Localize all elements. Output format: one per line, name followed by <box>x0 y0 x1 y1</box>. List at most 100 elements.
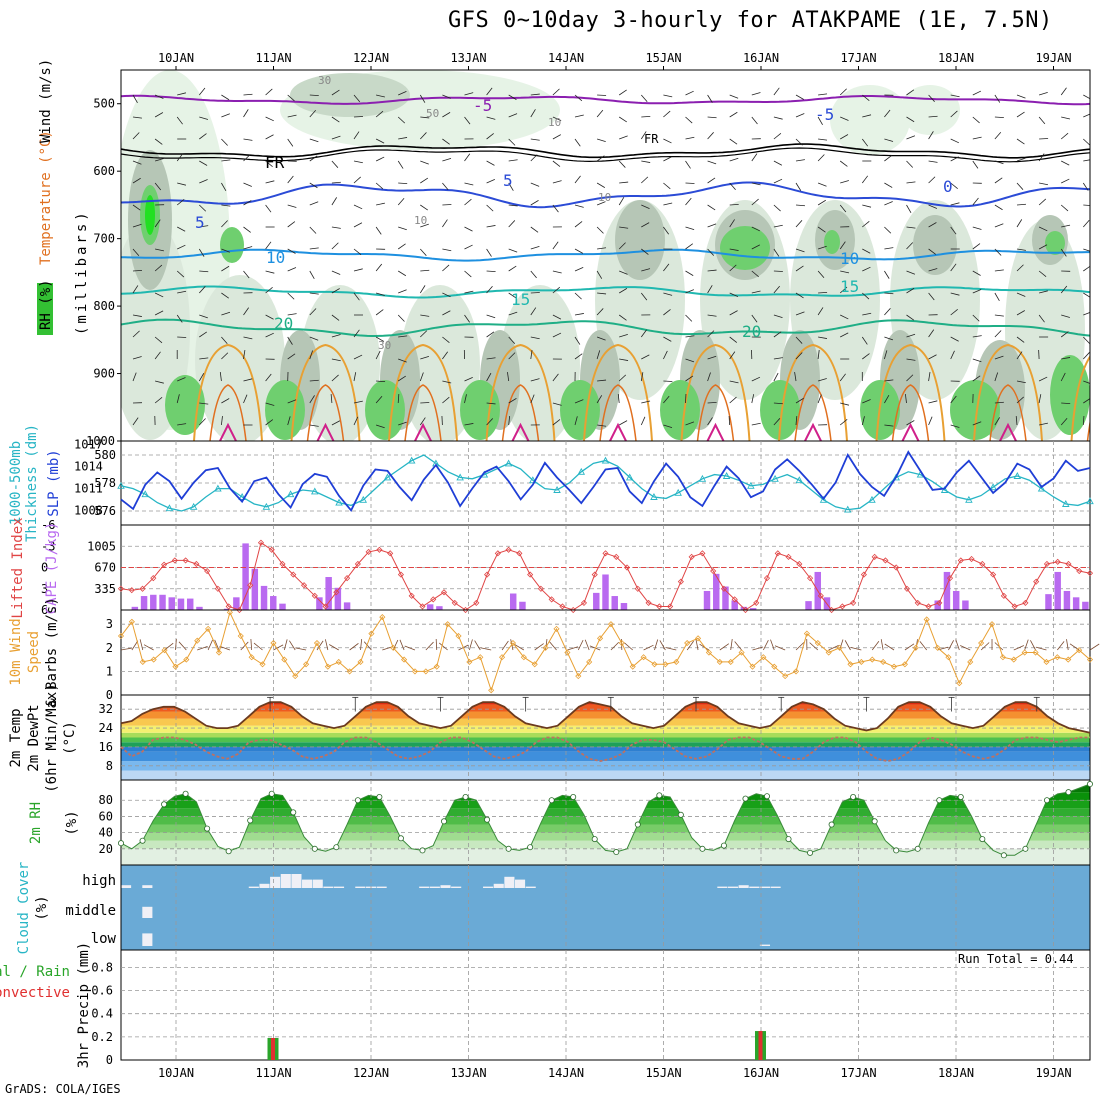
wind-barb-35-10 <box>906 314 915 321</box>
wind-barb-16-8 <box>486 270 496 273</box>
rh-point-40 <box>548 797 555 804</box>
wind-barb-2-5 <box>176 199 185 206</box>
wind-barb-22-8 <box>619 270 628 275</box>
cape-bar-101 <box>1054 571 1061 610</box>
wind-barb-1-0 <box>154 94 164 99</box>
li-point-68 <box>850 599 857 606</box>
wind-barb-23-12 <box>641 354 650 360</box>
wind10-barb-29 <box>435 638 438 651</box>
rh-point-62 <box>785 836 792 843</box>
wind-barb-5-13 <box>243 378 253 382</box>
wind-barb-25-5 <box>685 197 692 206</box>
wind10-barb-56 <box>730 639 733 651</box>
wind-barb-8-8 <box>309 270 315 279</box>
cloud-high-60 <box>759 886 771 888</box>
li-ytick-4: 6 <box>41 603 48 617</box>
wind-barb-43-4 <box>1082 182 1089 191</box>
hot-arch-4 <box>609 422 627 441</box>
wind10-barb-23 <box>363 641 372 651</box>
wind-barb-42-13 <box>1060 372 1066 382</box>
warm-arch-inner-8 <box>989 384 1027 441</box>
wind10-point-15 <box>281 656 288 663</box>
wind-barb-14-10 <box>442 310 451 316</box>
wind-barb-26-11 <box>707 330 715 338</box>
wind-barb-33-0 <box>862 94 870 101</box>
temp-ytick-0: 32 <box>99 702 113 716</box>
li-point-66 <box>828 606 835 614</box>
cloud-low-60 <box>759 944 771 946</box>
thickness-point-72 <box>989 483 997 491</box>
wind-barb-0-11 <box>132 330 140 338</box>
wind-barb-33-1 <box>862 114 872 118</box>
temperature-axis-label: Temperature (°C) <box>38 130 54 265</box>
wind10-point-4 <box>161 647 168 654</box>
wind-barb-37-4 <box>950 182 958 189</box>
wind-barb-12-3 <box>397 160 404 169</box>
wind-barb-0-10 <box>132 314 142 317</box>
wind-barb-40-13 <box>1016 380 1026 384</box>
cloud-middle-2 <box>142 906 153 918</box>
li-point-20 <box>333 589 340 596</box>
rh-shade-green-10 <box>660 380 700 440</box>
wind-barb-25-1 <box>685 116 693 124</box>
wind-barb-27-11 <box>729 336 738 343</box>
wind-barb-13-1 <box>420 116 430 119</box>
wind-barb-25-2 <box>685 136 695 140</box>
rh-ytick-1: 60 <box>99 809 113 823</box>
wind-barb-27-7 <box>729 248 739 251</box>
wind-barb-32-8 <box>840 270 850 274</box>
wind-barb-6-14 <box>265 402 275 406</box>
wind-barb-23-13 <box>640 372 644 382</box>
cape-bar-16 <box>270 596 277 610</box>
li-point-48 <box>634 585 641 592</box>
wind10-point-64 <box>814 639 821 647</box>
wind-barb-41-1 <box>1038 116 1046 125</box>
wind-barb-14-7 <box>442 248 452 252</box>
top-date-9: 19JAN <box>1035 51 1071 65</box>
wind-barb-13-10 <box>420 314 430 317</box>
cloud-axis-label-1: Cloud Cover <box>16 862 32 955</box>
wind-barb-41-7 <box>1038 244 1048 250</box>
rh-point-14 <box>268 790 275 797</box>
wind-barb-33-9 <box>862 292 870 300</box>
rh-point-22 <box>354 797 361 804</box>
wind10-barb-7 <box>197 646 208 651</box>
wind-barb-20-2 <box>574 138 581 147</box>
rh-ytick-3: 20 <box>99 842 113 856</box>
rh-shade-green-9 <box>560 380 600 440</box>
top-date-7: 17JAN <box>840 51 876 65</box>
cloud-high-15 <box>280 874 291 888</box>
wind-barb-4-8 <box>221 265 230 272</box>
wind-barb-13-5 <box>420 204 428 211</box>
wind-barb-8-4 <box>309 182 318 189</box>
wind-barb-15-3 <box>464 153 471 162</box>
wind-barb-19-11 <box>552 332 562 338</box>
wind-barb-21-6 <box>596 226 604 234</box>
li-point-52 <box>677 578 684 585</box>
thickness-point-24 <box>407 456 416 464</box>
wind10-point-45 <box>607 621 615 628</box>
wind-barb-21-5 <box>596 201 606 206</box>
wind-barb-24-8 <box>663 263 670 272</box>
wind-barb-21-15 <box>597 424 607 427</box>
li-point-64 <box>807 575 814 582</box>
wind-barb-2-4 <box>177 182 187 186</box>
wind-barb-25-6 <box>685 226 695 231</box>
wind-barb-1-6 <box>154 219 161 228</box>
temp-band-4 <box>121 742 1090 747</box>
wind10-point-12 <box>248 654 255 661</box>
cloud-high-24 <box>376 886 387 888</box>
wind10-barb-51 <box>665 647 677 651</box>
rh-point-76 <box>936 797 943 804</box>
wind-barb-37-9 <box>950 292 960 296</box>
wind-barb-6-4 <box>265 180 275 184</box>
wind10-barb-30 <box>438 642 448 651</box>
rh-point-2 <box>139 837 146 844</box>
wind-barb-6-10 <box>265 314 274 320</box>
wind-barb-16-6 <box>486 225 496 228</box>
wind-barb-23-7 <box>641 248 649 255</box>
wind-barb-24-15 <box>663 424 673 429</box>
cloud-high-61 <box>770 886 781 888</box>
warm-arch-inner-3 <box>501 384 540 441</box>
wind-barb-10-13 <box>353 372 357 382</box>
